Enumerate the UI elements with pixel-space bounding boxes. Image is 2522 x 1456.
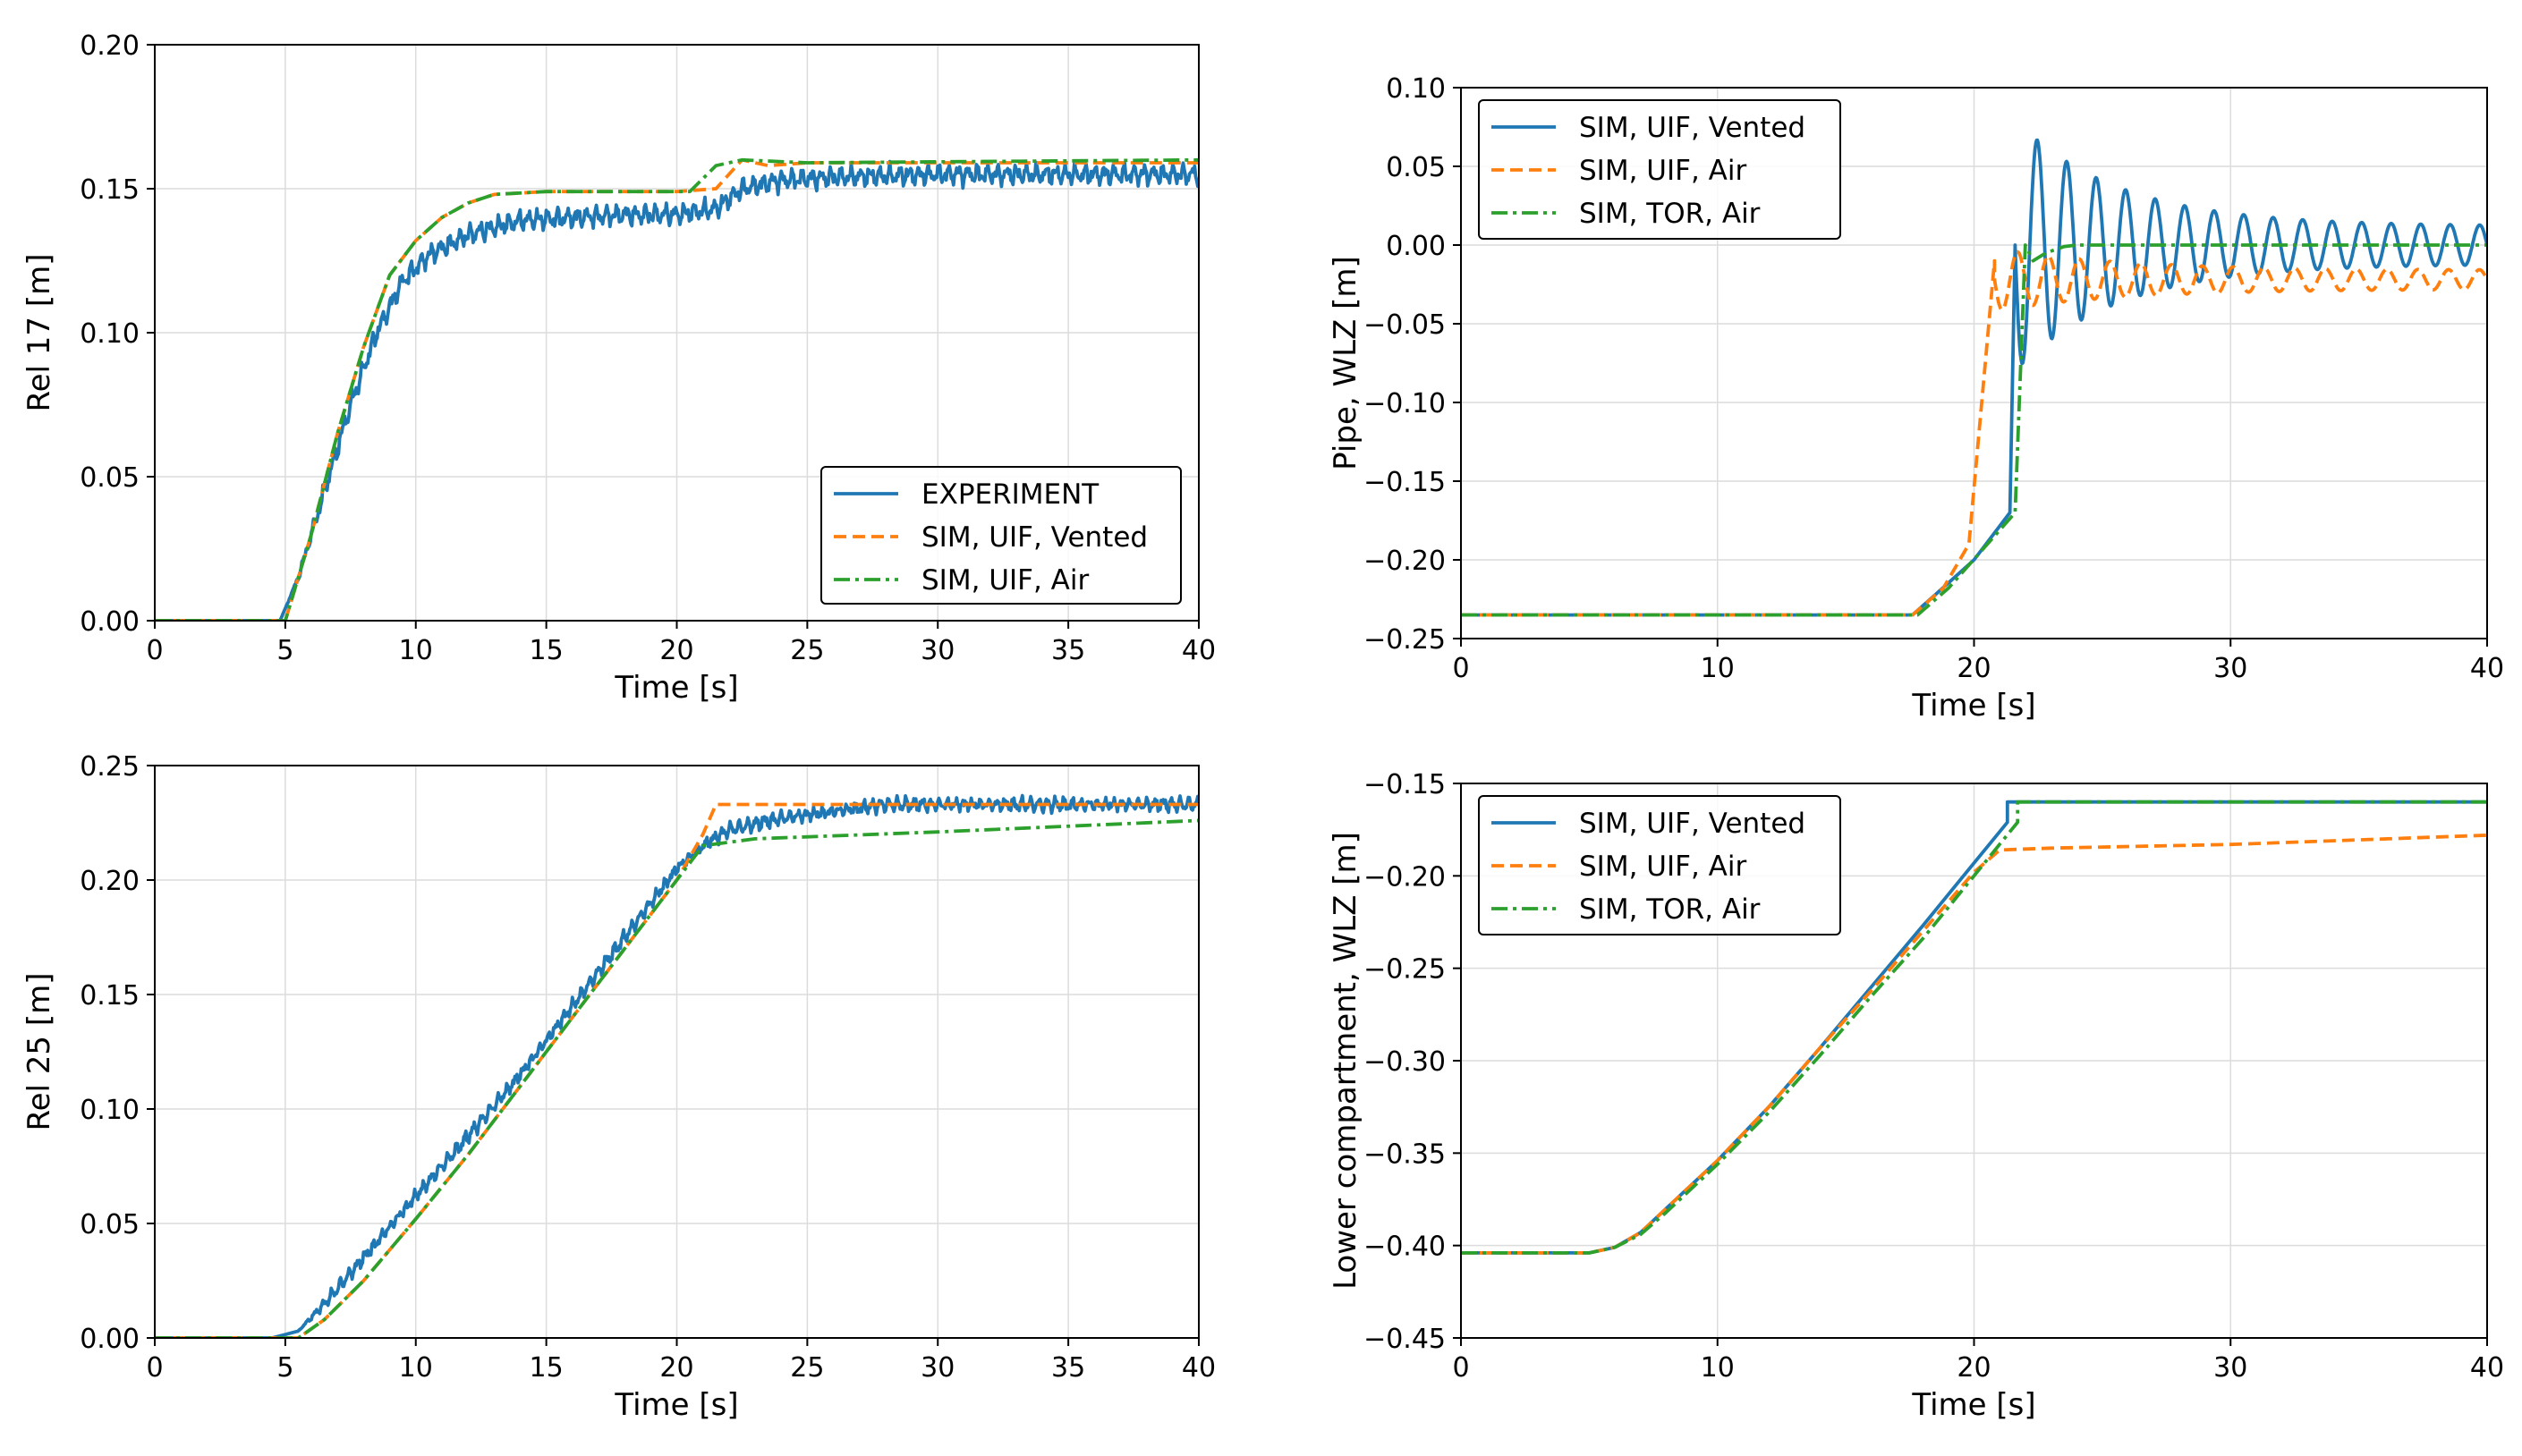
y-tick-label: 0.00 <box>80 1324 140 1355</box>
x-axis-label: Time [s] <box>614 1387 738 1423</box>
y-tick-label: 0.10 <box>80 1095 140 1126</box>
y-tick-label: 0.10 <box>80 318 140 350</box>
legend: SIM, UIF, Vented SIM, UIF, Air SIM, TOR, A… <box>1478 795 1841 935</box>
x-tick-label: 20 <box>1957 653 1991 684</box>
legend-box <box>1478 99 1841 240</box>
series-line-sim-uif-vented <box>155 157 1199 621</box>
x-tick-label: 10 <box>399 1352 433 1384</box>
x-tick-label: 35 <box>1051 635 1085 666</box>
x-tick-label: 30 <box>2213 1352 2247 1384</box>
x-tick-label: 30 <box>2213 653 2247 684</box>
legend-box <box>820 466 1182 605</box>
legend-label: SIM, UIF, Vented <box>1579 808 1805 840</box>
legend: SIM, UIF, Vented SIM, UIF, Air SIM, TOR, A… <box>1478 99 1841 240</box>
legend-label: SIM, UIF, Air <box>1579 851 1746 883</box>
chart-lower: 0 10 20 30 40 −0.45 −0.40 −0.35 −0.30 −0.25 −0.20 −… <box>1328 769 2504 1423</box>
series-line-sim-uif-air <box>1461 834 2487 1255</box>
x-tick-label: 0 <box>1452 1352 1469 1384</box>
series-line-sim-tor-air <box>1461 243 2487 617</box>
x-tick-label: 25 <box>790 1352 824 1384</box>
y-tick-label: −0.05 <box>1363 309 1446 341</box>
x-tick-label: 10 <box>399 635 433 666</box>
x-tick-label: 0 <box>1452 653 1469 684</box>
x-tick-label: 0 <box>146 1352 163 1384</box>
y-axis-label: Lower compartment, WLZ [m] <box>1328 832 1363 1290</box>
x-tick-label: 20 <box>1957 1352 1991 1384</box>
y-axis-label: Rel 25 [m] <box>21 973 57 1131</box>
series-line-sim-uif-vented <box>1461 138 2487 617</box>
y-tick-label: 0.25 <box>80 751 140 783</box>
legend-box <box>1478 795 1841 935</box>
y-tick-label: −0.25 <box>1363 624 1446 656</box>
chart-rel25: 0 5 10 15 20 25 30 35 40 0.00 0.05 0.10 0.15 0.20 0.25… <box>21 751 1216 1423</box>
x-tick-label: 35 <box>1051 1352 1085 1384</box>
series-line-experiment <box>155 793 1199 1338</box>
x-axis-label: Time [s] <box>1911 688 2035 724</box>
y-tick-label: −0.15 <box>1363 769 1446 800</box>
legend-label: SIM, TOR, Air <box>1579 893 1761 926</box>
x-axis-label: Time [s] <box>614 670 738 706</box>
series-line-experiment <box>155 159 1199 621</box>
x-tick-label: 20 <box>659 635 693 666</box>
y-tick-label: 0.20 <box>80 30 140 62</box>
y-tick-label: 0.15 <box>80 174 140 206</box>
chart-pipe: 0 10 20 30 40 −0.25 −0.20 −0.15 −0.10 −0.05 0.00 0.… <box>1328 73 2504 724</box>
x-tick-label: 20 <box>659 1352 693 1384</box>
legend-label: SIM, TOR, Air <box>1579 198 1761 230</box>
legend-label: SIM, UIF, Air <box>1579 155 1746 187</box>
x-tick-label: 40 <box>2470 1352 2504 1384</box>
x-tick-label: 30 <box>921 635 955 666</box>
y-tick-label: 0.00 <box>1386 231 1446 262</box>
y-tick-label: 0.05 <box>80 1209 140 1240</box>
y-tick-label: −0.20 <box>1363 546 1446 577</box>
y-tick-label: 0.15 <box>80 980 140 1012</box>
x-tick-label: 15 <box>530 635 564 666</box>
y-tick-label: 0.20 <box>80 866 140 897</box>
x-tick-label: 15 <box>530 1352 564 1384</box>
series-line-sim-tor-air <box>1461 800 2487 1255</box>
y-tick-label: −0.45 <box>1363 1324 1446 1355</box>
legend-label: EXPERIMENT <box>921 478 1100 511</box>
chart-rel17: 0 5 10 15 20 25 30 35 40 0.00 0.05 0.10 0.15 0.20 Time… <box>21 30 1216 706</box>
x-tick-label: 10 <box>1701 1352 1735 1384</box>
x-tick-label: 30 <box>921 1352 955 1384</box>
x-tick-label: 25 <box>790 635 824 666</box>
y-tick-label: −0.30 <box>1363 1046 1446 1078</box>
y-axis-label: Rel 17 [m] <box>21 254 57 412</box>
y-tick-label: −0.35 <box>1363 1139 1446 1170</box>
legend-label: SIM, UIF, Air <box>921 564 1089 597</box>
y-tick-label: −0.20 <box>1363 861 1446 893</box>
y-tick-label: −0.40 <box>1363 1232 1446 1263</box>
y-tick-label: −0.10 <box>1363 388 1446 419</box>
legend-label: SIM, UIF, Vented <box>1579 112 1805 144</box>
x-tick-label: 5 <box>276 1352 293 1384</box>
y-tick-label: −0.15 <box>1363 467 1446 498</box>
x-tick-label: 40 <box>1182 1352 1216 1384</box>
series-line-sim-uif-air <box>155 157 1199 621</box>
x-tick-label: 40 <box>2470 653 2504 684</box>
x-tick-label: 0 <box>146 635 163 666</box>
legend: EXPERIMENT SIM, UIF, Vented SIM, UIF, Air <box>820 466 1182 605</box>
y-tick-label: −0.25 <box>1363 954 1446 986</box>
x-tick-label: 40 <box>1182 635 1216 666</box>
y-tick-label: 0.05 <box>80 462 140 494</box>
legend-label: SIM, UIF, Vented <box>921 521 1148 554</box>
y-axis-label: Pipe, WLZ [m] <box>1328 256 1363 470</box>
series-line-sim-uif-air <box>155 818 1199 1338</box>
y-tick-label: 0.00 <box>80 606 140 638</box>
x-axis-label: Time [s] <box>1911 1387 2035 1423</box>
x-tick-label: 5 <box>276 635 293 666</box>
series-line-sim-uif-air <box>1461 250 2487 617</box>
y-tick-label: 0.10 <box>1386 73 1446 105</box>
y-tick-label: 0.05 <box>1386 152 1446 183</box>
x-tick-label: 10 <box>1701 653 1735 684</box>
